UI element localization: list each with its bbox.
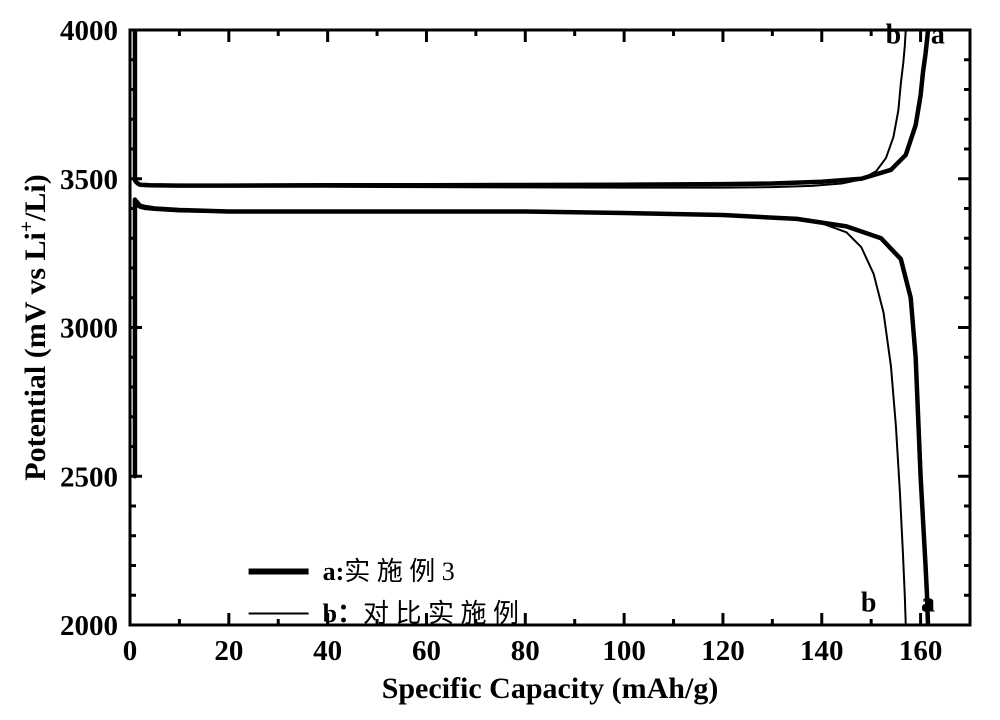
- series-end-label: b: [861, 588, 877, 619]
- x-tick-label: 140: [800, 635, 844, 667]
- x-tick-label: 20: [214, 635, 243, 667]
- legend-label-b: b：对 比 实 施 例: [323, 599, 519, 628]
- y-tick-label: 2500: [60, 461, 118, 493]
- y-tick-label: 3500: [60, 164, 118, 196]
- chart-container: 0 20 40 60 80 100 120 140 160 2000 2500 3000 3500 400…: [0, 0, 1000, 720]
- y-tick-label: 3000: [60, 313, 118, 345]
- x-tick-label: 100: [602, 635, 646, 667]
- x-axis-label: Specific Capacity (mAh/g): [382, 672, 719, 705]
- x-tick-label: 40: [313, 635, 342, 667]
- x-tick-label: 60: [412, 635, 441, 667]
- y-tick-label: 4000: [60, 15, 118, 47]
- series-end-label: a: [921, 588, 935, 619]
- x-tick-label: 80: [511, 635, 540, 667]
- x-tick-label: 0: [123, 635, 138, 667]
- legend-label-a: a:实 施 例 3: [323, 557, 455, 586]
- x-tick-label: 120: [701, 635, 745, 667]
- y-axis-label: Potential (mV vs Li+/Li): [17, 174, 52, 480]
- y-tick-label: 2000: [60, 610, 118, 642]
- series-end-label: a: [931, 19, 945, 50]
- chart-svg: 0 20 40 60 80 100 120 140 160 2000 2500 3000 3500 400…: [0, 0, 1000, 720]
- series-end-label: b: [886, 19, 902, 50]
- x-tick-label: 160: [899, 635, 943, 667]
